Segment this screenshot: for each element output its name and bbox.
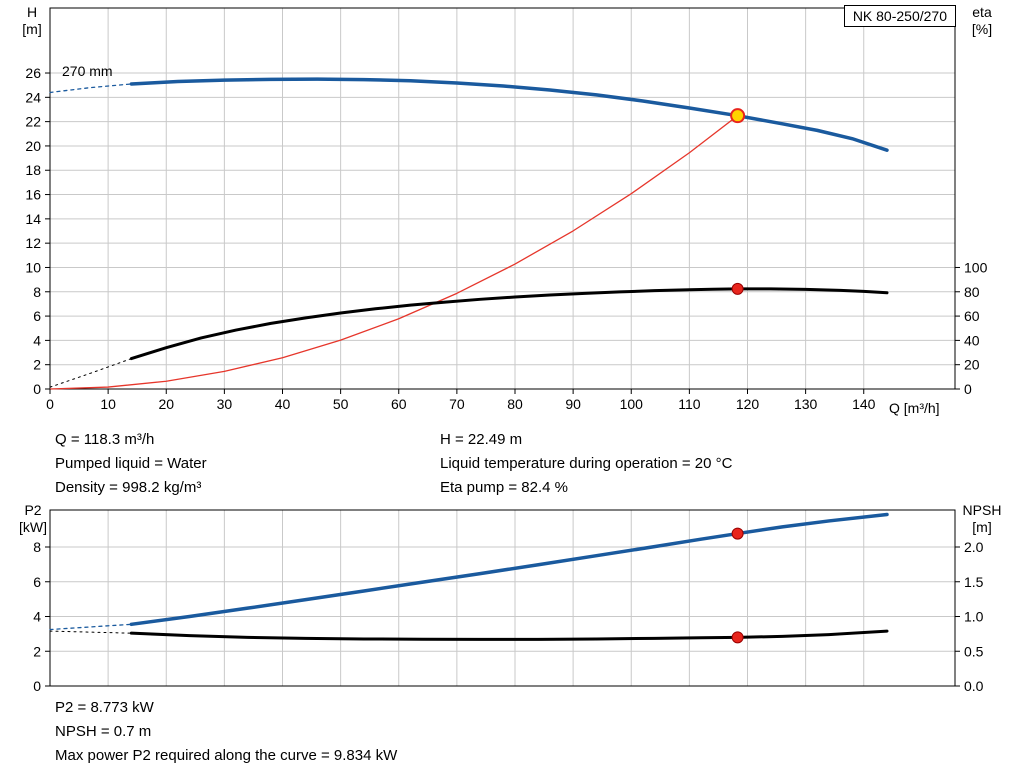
p2-axis-label: P2 [kW] bbox=[14, 502, 52, 536]
svg-text:8: 8 bbox=[33, 539, 41, 555]
svg-text:80: 80 bbox=[964, 284, 980, 300]
eta-pump-value: Eta pump = 82.4 % bbox=[440, 479, 568, 496]
svg-text:30: 30 bbox=[217, 396, 233, 412]
svg-text:20: 20 bbox=[964, 357, 980, 373]
pumped-liquid: Pumped liquid = Water bbox=[55, 455, 207, 472]
svg-text:130: 130 bbox=[794, 396, 818, 412]
svg-text:12: 12 bbox=[25, 235, 41, 251]
svg-text:0: 0 bbox=[33, 678, 41, 694]
svg-text:1.5: 1.5 bbox=[964, 574, 984, 590]
svg-text:0: 0 bbox=[46, 396, 54, 412]
svg-text:10: 10 bbox=[100, 396, 116, 412]
svg-text:0: 0 bbox=[33, 381, 41, 397]
eta-axis-unit: [%] bbox=[971, 21, 993, 37]
p2-axis-symbol: P2 bbox=[24, 502, 42, 518]
svg-text:20: 20 bbox=[158, 396, 174, 412]
svg-text:24: 24 bbox=[25, 89, 41, 105]
svg-text:60: 60 bbox=[391, 396, 407, 412]
svg-text:4: 4 bbox=[33, 332, 41, 348]
svg-text:6: 6 bbox=[33, 574, 41, 590]
flow-value: Q = 118.3 m³/h bbox=[55, 431, 155, 448]
svg-text:4: 4 bbox=[33, 609, 41, 625]
svg-text:14: 14 bbox=[25, 211, 41, 227]
eta-axis-symbol: eta bbox=[972, 4, 992, 20]
svg-text:120: 120 bbox=[736, 396, 760, 412]
head-value: H = 22.49 m bbox=[440, 431, 523, 448]
svg-text:18: 18 bbox=[25, 162, 41, 178]
p2-axis-unit: [kW] bbox=[19, 519, 47, 535]
svg-text:0: 0 bbox=[964, 381, 972, 397]
max-power-value: Max power P2 required along the curve = … bbox=[55, 747, 398, 764]
liquid-temperature: Liquid temperature during operation = 20… bbox=[440, 455, 733, 472]
svg-text:0.0: 0.0 bbox=[964, 678, 984, 694]
svg-text:70: 70 bbox=[449, 396, 465, 412]
operating-info-left: Q = 118.3 m³/h Pumped liquid = Water Den… bbox=[55, 428, 207, 500]
svg-text:22: 22 bbox=[25, 114, 41, 130]
svg-text:100: 100 bbox=[964, 259, 988, 275]
impeller-diameter-label: 270 mm bbox=[62, 63, 113, 79]
svg-text:90: 90 bbox=[565, 396, 581, 412]
h-axis-symbol: H bbox=[26, 4, 38, 20]
x-axis-unit-label: Q [m³/h] bbox=[889, 400, 940, 416]
svg-text:2.0: 2.0 bbox=[964, 539, 984, 555]
h-axis-label: H [m] bbox=[16, 4, 48, 38]
h-axis-unit: [m] bbox=[22, 21, 42, 37]
svg-text:16: 16 bbox=[25, 187, 41, 203]
density-value: Density = 998.2 kg/m³ bbox=[55, 479, 202, 496]
svg-text:2: 2 bbox=[33, 357, 41, 373]
svg-text:100: 100 bbox=[620, 396, 644, 412]
svg-text:26: 26 bbox=[25, 65, 41, 81]
svg-text:10: 10 bbox=[25, 259, 41, 275]
svg-text:8: 8 bbox=[33, 284, 41, 300]
power-info: P2 = 8.773 kW NPSH = 0.7 m Max power P2 … bbox=[55, 696, 397, 768]
svg-text:40: 40 bbox=[275, 396, 291, 412]
svg-text:50: 50 bbox=[333, 396, 349, 412]
svg-text:20: 20 bbox=[25, 138, 41, 154]
npsh-axis-unit: [m] bbox=[972, 519, 992, 535]
svg-text:1.0: 1.0 bbox=[964, 609, 984, 625]
svg-text:60: 60 bbox=[964, 308, 980, 324]
eta-axis-label: eta [%] bbox=[962, 4, 1002, 38]
npsh-value: NPSH = 0.7 m bbox=[55, 723, 152, 740]
pump-type-badge: NK 80-250/270 bbox=[843, 5, 956, 27]
svg-text:0.5: 0.5 bbox=[964, 643, 984, 659]
svg-text:40: 40 bbox=[964, 332, 980, 348]
svg-text:110: 110 bbox=[678, 396, 701, 412]
svg-text:140: 140 bbox=[852, 396, 876, 412]
operating-info-right: H = 22.49 m Liquid temperature during op… bbox=[440, 428, 732, 500]
svg-text:80: 80 bbox=[507, 396, 523, 412]
svg-text:6: 6 bbox=[33, 308, 41, 324]
p2-value: P2 = 8.773 kW bbox=[55, 699, 154, 716]
npsh-axis-label: NPSH [m] bbox=[956, 502, 1008, 536]
npsh-axis-symbol: NPSH bbox=[962, 502, 1002, 518]
svg-text:2: 2 bbox=[33, 643, 41, 659]
